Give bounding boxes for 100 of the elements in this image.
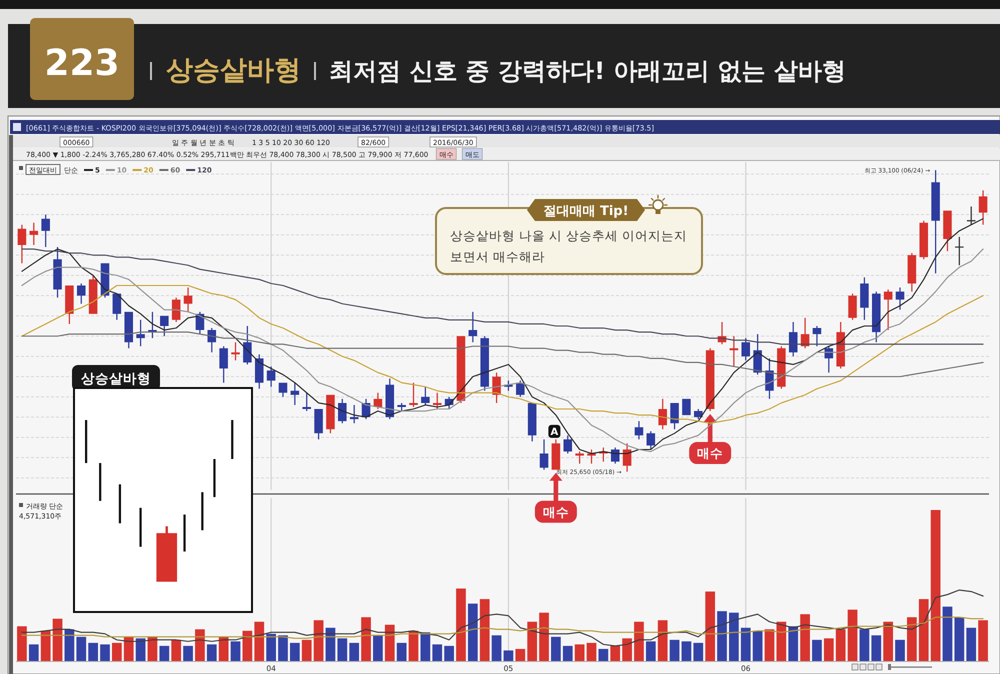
annotation: A: [550, 427, 559, 438]
bar: [373, 635, 383, 661]
bar: [148, 636, 158, 661]
candlestick: [955, 236, 964, 266]
bar: [729, 612, 739, 661]
bar: [504, 650, 514, 661]
bar: [907, 617, 917, 661]
bar: [883, 622, 894, 661]
bar: [64, 629, 74, 661]
bar: [978, 620, 988, 661]
bar: [930, 510, 940, 661]
bar: [456, 588, 466, 661]
candlestick: [741, 338, 750, 360]
bar: [634, 622, 644, 661]
annotation: 상승샅바형: [81, 371, 151, 387]
bar: [598, 648, 608, 661]
bar: [396, 642, 407, 661]
bar: [848, 610, 858, 661]
bar: [76, 636, 86, 661]
bar: [88, 642, 98, 661]
candlestick: [634, 421, 644, 440]
chart-title: 상승샅바형: [166, 55, 301, 86]
bar: [52, 618, 62, 661]
bar: [860, 629, 870, 661]
bar: [622, 638, 632, 661]
bar: [610, 646, 620, 661]
bar: [966, 628, 976, 661]
bar: [586, 642, 596, 661]
bar: [800, 614, 810, 661]
bar: [527, 622, 538, 661]
candlestick: [966, 206, 976, 225]
bar: [302, 640, 312, 661]
bar: [824, 638, 834, 661]
bar: [705, 592, 716, 661]
candlestick: [302, 392, 311, 412]
candlestick: [76, 283, 86, 304]
bar: [432, 644, 442, 661]
bar: [290, 642, 300, 661]
annotation: 절대매매 Tip!: [543, 204, 629, 219]
bar: [206, 644, 217, 661]
bar: [788, 626, 798, 661]
bar: [17, 626, 27, 661]
candlestick: [468, 312, 478, 342]
bar: [812, 640, 822, 661]
bar: [539, 612, 549, 661]
bar: [515, 648, 526, 661]
bar: [420, 632, 430, 661]
bar: [693, 642, 704, 661]
candlestick: [41, 214, 50, 248]
bar: [349, 642, 360, 661]
bar: [717, 611, 727, 661]
bar: [28, 644, 39, 661]
bar: [278, 635, 288, 661]
bar: [871, 635, 882, 661]
candlestick: [219, 346, 228, 383]
text: 223: [44, 43, 120, 84]
bar: [218, 636, 229, 661]
bar: [40, 630, 51, 661]
bar: [444, 646, 454, 661]
bar: [551, 636, 561, 661]
bar: [480, 599, 490, 661]
bar: [658, 620, 668, 661]
bar: [574, 644, 584, 661]
bar: [242, 630, 252, 661]
bar: [384, 624, 395, 661]
bar: [468, 604, 478, 661]
bar: [124, 636, 134, 661]
bar: [740, 628, 751, 661]
bar: [408, 630, 418, 661]
annotation: 매수: [542, 504, 569, 520]
candlestick: [350, 404, 358, 424]
bar: [942, 606, 952, 661]
bar: [230, 641, 240, 661]
bar: [171, 640, 182, 661]
bar: [314, 620, 324, 661]
bar: [836, 629, 846, 661]
bar: [136, 638, 146, 661]
bar: [562, 646, 573, 661]
candlestick: [278, 382, 288, 397]
bar: [918, 599, 929, 661]
bar: [752, 630, 762, 661]
candlestick: [30, 222, 38, 246]
chart-subtitle: 최저점 신호 중 강력하다! 아래꼬리 없는 샅바형: [329, 57, 846, 85]
bar: [646, 641, 656, 661]
candlestick: [432, 392, 442, 410]
bar: [492, 635, 502, 661]
bar: [183, 646, 193, 661]
bar: [764, 629, 774, 661]
bar: [112, 642, 122, 661]
bar: [670, 640, 680, 661]
bar: [100, 644, 110, 661]
bar: [159, 646, 170, 661]
annotation: 매수: [697, 446, 724, 461]
bar: [895, 640, 905, 661]
bar: [254, 622, 264, 661]
bar: [195, 629, 205, 661]
annotation: 상승샅바형 나올 시 상승추세 이어지는지 보면서 매수해라: [450, 228, 687, 264]
bar: [266, 634, 276, 661]
bar: [776, 622, 786, 661]
bar: [361, 617, 371, 661]
